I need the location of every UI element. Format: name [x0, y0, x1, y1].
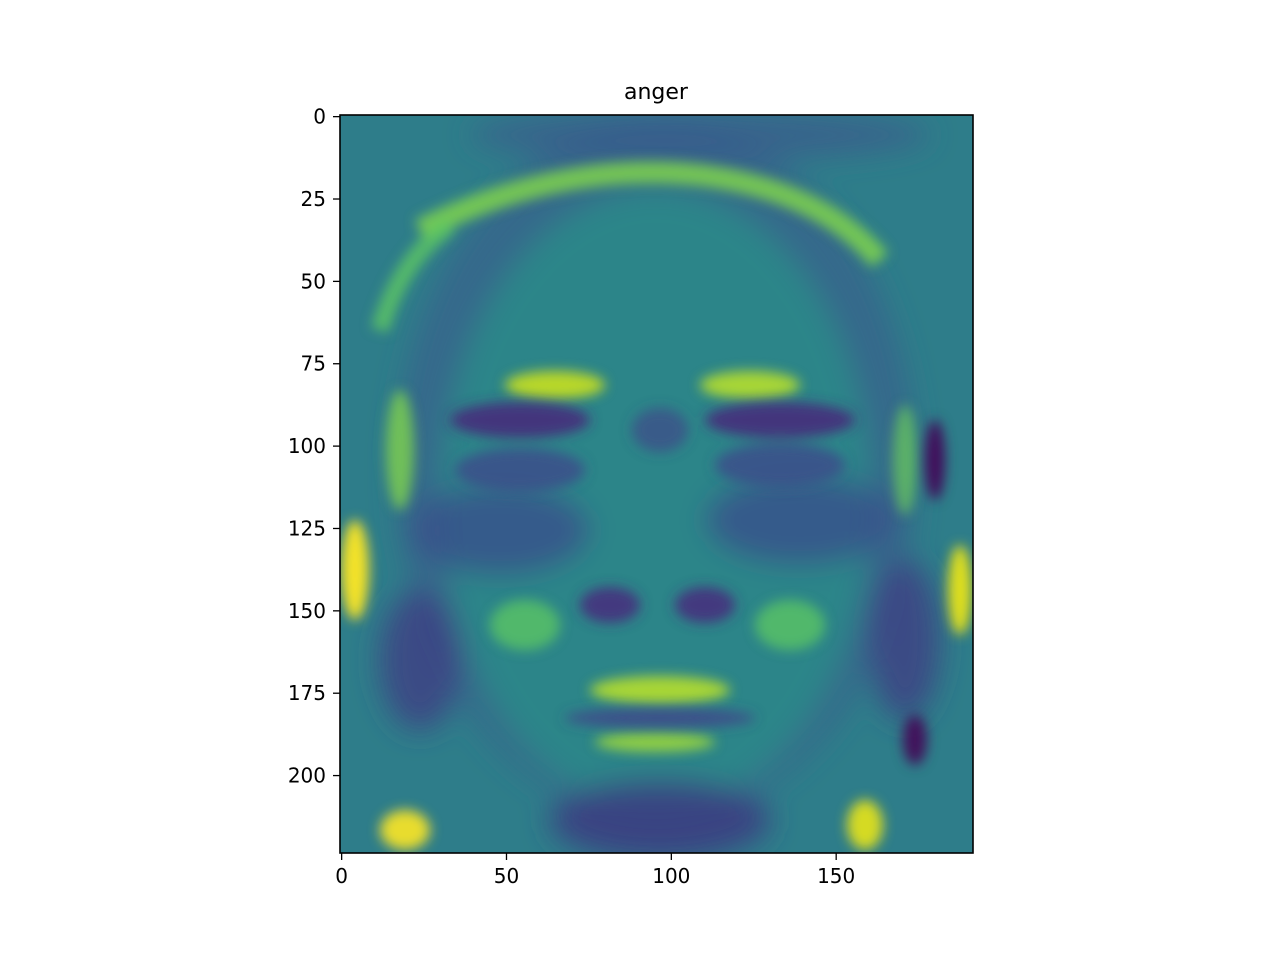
x-tick-label: 150 [817, 864, 855, 888]
y-tick-label: 50 [301, 269, 326, 293]
y-tick-label: 125 [288, 516, 326, 540]
face-highlights [341, 161, 972, 850]
y-tick-label: 200 [288, 764, 326, 788]
x-tick-label: 50 [494, 864, 519, 888]
y-tick-label: 100 [288, 434, 326, 458]
y-tick-label: 25 [301, 187, 326, 211]
chart-title: anger [624, 80, 689, 105]
x-tick-label: 0 [335, 864, 348, 888]
heatmap-image [340, 115, 973, 853]
y-tick-label: 150 [288, 599, 326, 623]
y-tick-label: 75 [301, 352, 326, 376]
x-axis: 0 50 100 150 [335, 853, 855, 888]
y-axis: 0 25 50 75 100 125 150 175 200 [288, 105, 340, 788]
y-tick-label: 0 [313, 105, 326, 129]
x-tick-label: 100 [652, 864, 690, 888]
y-tick-label: 175 [288, 681, 326, 705]
axes-frame [339, 114, 974, 854]
face-dark-features [450, 402, 945, 765]
